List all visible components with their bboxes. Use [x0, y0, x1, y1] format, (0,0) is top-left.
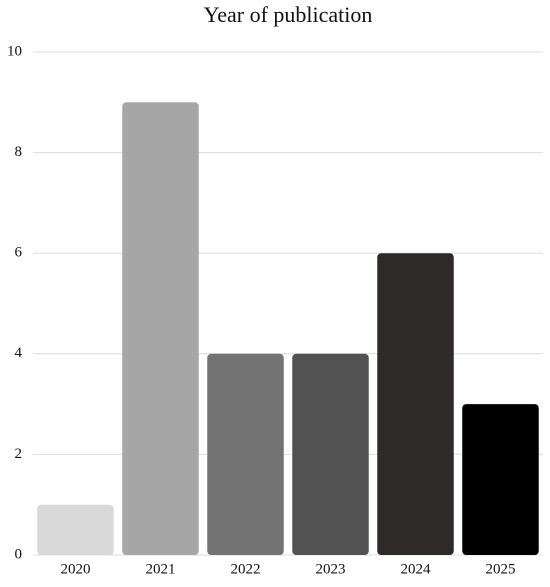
chart-title: Year of publication — [204, 2, 373, 27]
x-tick-label: 2020 — [61, 561, 91, 577]
bar — [122, 102, 199, 556]
x-tick-label: 2025 — [486, 561, 516, 577]
bar — [377, 253, 454, 555]
y-tick-label: 8 — [15, 144, 23, 160]
x-tick-label: 2021 — [146, 561, 176, 577]
x-tick-label: 2024 — [401, 561, 432, 577]
bar — [207, 353, 284, 555]
y-tick-label: 2 — [15, 446, 23, 462]
y-tick-label: 10 — [7, 43, 22, 59]
y-tick-label: 0 — [15, 546, 23, 562]
x-tick-label: 2023 — [316, 561, 346, 577]
x-tick-label: 2022 — [231, 561, 261, 577]
bar — [292, 353, 369, 555]
y-tick-label: 6 — [15, 245, 23, 261]
y-tick-label: 4 — [15, 345, 23, 361]
bar — [462, 404, 539, 555]
bar — [37, 504, 114, 555]
